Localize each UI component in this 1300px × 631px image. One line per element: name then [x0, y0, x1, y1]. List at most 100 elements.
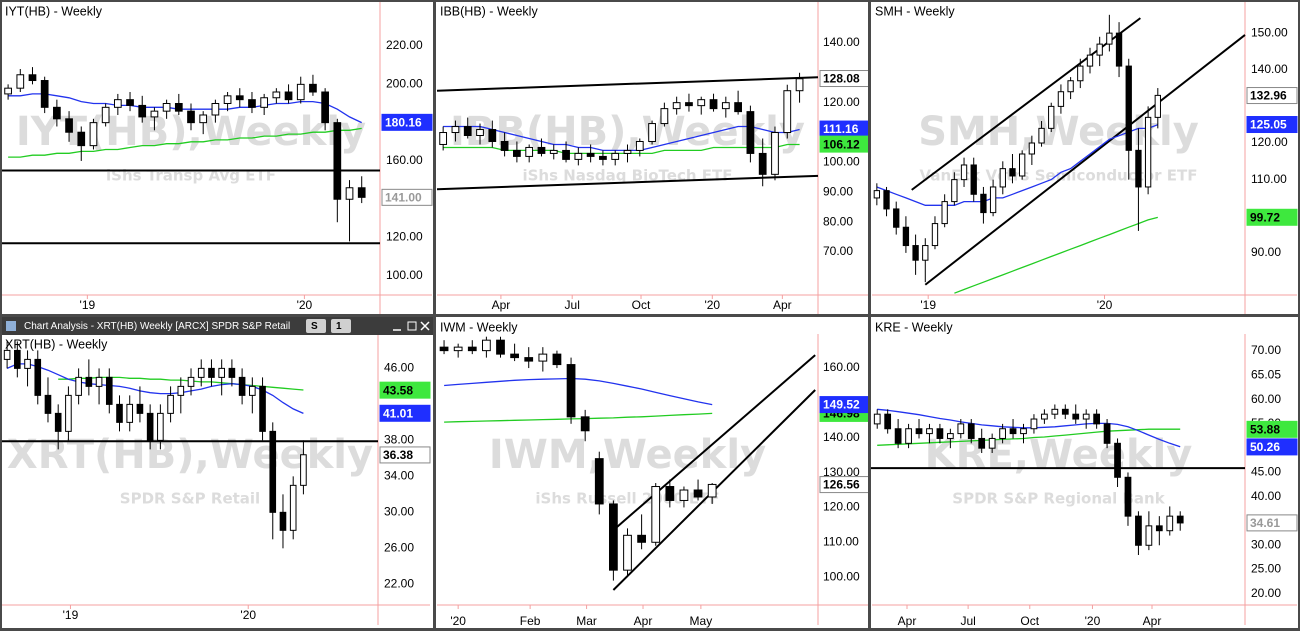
x-tick-label: '19	[920, 298, 936, 312]
symbol-button[interactable]	[306, 319, 326, 333]
candle-body	[783, 90, 792, 134]
candle-body	[24, 358, 31, 369]
candle-body	[211, 102, 220, 116]
candle-body	[235, 95, 244, 101]
moving-average-line	[876, 124, 1159, 206]
chart-title: IBB(HB) - Weekly	[440, 4, 538, 18]
candle-body	[1155, 525, 1163, 532]
candle-body	[3, 349, 11, 360]
candle-body	[1106, 32, 1113, 45]
price-tag	[1246, 208, 1298, 226]
maximize-button[interactable]	[407, 321, 417, 331]
y-tick-label: 160.00	[386, 153, 423, 167]
trend-line	[436, 76, 819, 92]
candle-body	[665, 486, 675, 501]
candle-body	[187, 376, 195, 387]
y-tick-label: 65.05	[1251, 367, 1281, 381]
interval-button-label[interactable]: 1	[336, 321, 342, 332]
candle-body	[500, 140, 509, 151]
candle-body	[1096, 43, 1103, 56]
close-button[interactable]	[420, 321, 430, 331]
y-tick-label: 120.00	[386, 230, 423, 244]
y-tick-label: 100.00	[823, 569, 860, 583]
candle-body	[101, 106, 110, 124]
y-tick-label: 26.00	[384, 540, 414, 554]
candle-body	[85, 376, 93, 387]
y-tick-label: 60.00	[1251, 392, 1281, 406]
trend-line	[436, 174, 819, 191]
candle-body	[580, 416, 590, 432]
candle-body	[623, 149, 632, 154]
y-tick-label: 100.00	[386, 268, 423, 282]
candle-body	[648, 123, 656, 142]
candle-body	[136, 403, 144, 414]
y-tick-label: 100.00	[823, 155, 860, 169]
trend-line	[924, 34, 1246, 286]
candle-body	[126, 99, 134, 106]
candle-body	[1072, 413, 1080, 420]
moving-average-line	[443, 125, 800, 152]
x-tick-label: May	[690, 614, 713, 628]
y-tick-label: 25.00	[1251, 562, 1281, 576]
divider	[0, 628, 1300, 631]
y-tick-label: 30.00	[384, 505, 414, 519]
divider	[1298, 0, 1300, 631]
candle-body	[157, 412, 164, 441]
candle-body	[574, 152, 583, 160]
candle-body	[884, 413, 892, 430]
candle-body	[300, 454, 307, 486]
candle-body	[28, 74, 37, 82]
candle-body	[1048, 105, 1055, 129]
moving-average-line	[877, 408, 1181, 448]
candle-body	[1093, 413, 1101, 425]
candle-body	[883, 190, 890, 210]
candle-body	[463, 126, 472, 137]
price-tag-label: 34.61	[1250, 516, 1280, 530]
candle-body	[77, 131, 86, 147]
candle-body	[53, 106, 61, 120]
candle-body	[1135, 149, 1142, 188]
x-tick-label: '20	[1097, 298, 1113, 312]
chart-title: IWM - Weekly	[440, 320, 518, 334]
price-tag-label: 128.08	[823, 72, 860, 86]
y-tick-label: 45.00	[1251, 465, 1281, 479]
candle-body	[1086, 54, 1094, 67]
chart-title: KRE - Weekly	[875, 320, 953, 334]
x-tick-label: Apr	[1143, 614, 1162, 628]
window-bar: Chart Analysis - XRT(HB) Weekly [ARCX] S…	[2, 317, 433, 335]
x-tick-label: Mar	[576, 614, 597, 628]
price-tag	[379, 404, 431, 422]
divider	[0, 314, 1300, 317]
candle-body	[957, 423, 965, 435]
candle-body	[1028, 142, 1036, 155]
candle-body	[218, 367, 225, 378]
x-tick-label: '19	[63, 608, 79, 622]
candle-body	[65, 118, 73, 133]
candle-body	[988, 437, 996, 449]
candle-body	[357, 187, 366, 198]
candle-body	[1051, 408, 1059, 415]
candle-body	[1103, 423, 1111, 444]
candle-body	[562, 149, 570, 160]
candle-body	[905, 428, 912, 444]
candle-body	[967, 423, 975, 439]
candle-body	[309, 83, 317, 93]
candle-body	[936, 428, 944, 439]
candle-body	[279, 511, 287, 531]
candle-body	[672, 102, 681, 110]
price-tag	[1246, 438, 1298, 456]
x-tick-label: Apr	[634, 614, 653, 628]
symbol-button-label[interactable]: S	[311, 321, 318, 332]
interval-button[interactable]	[331, 319, 351, 333]
candle-body	[795, 78, 804, 92]
candle-body	[1077, 65, 1084, 82]
x-tick-label: Jul	[960, 614, 975, 628]
candle-body	[902, 226, 910, 247]
candle-body	[1020, 428, 1027, 435]
y-tick-label: 120.00	[823, 95, 860, 109]
candle-body	[1009, 428, 1017, 435]
price-tag	[379, 446, 431, 464]
moving-average-line	[8, 127, 362, 158]
price-tag	[1246, 116, 1298, 134]
candle-body	[893, 208, 900, 228]
